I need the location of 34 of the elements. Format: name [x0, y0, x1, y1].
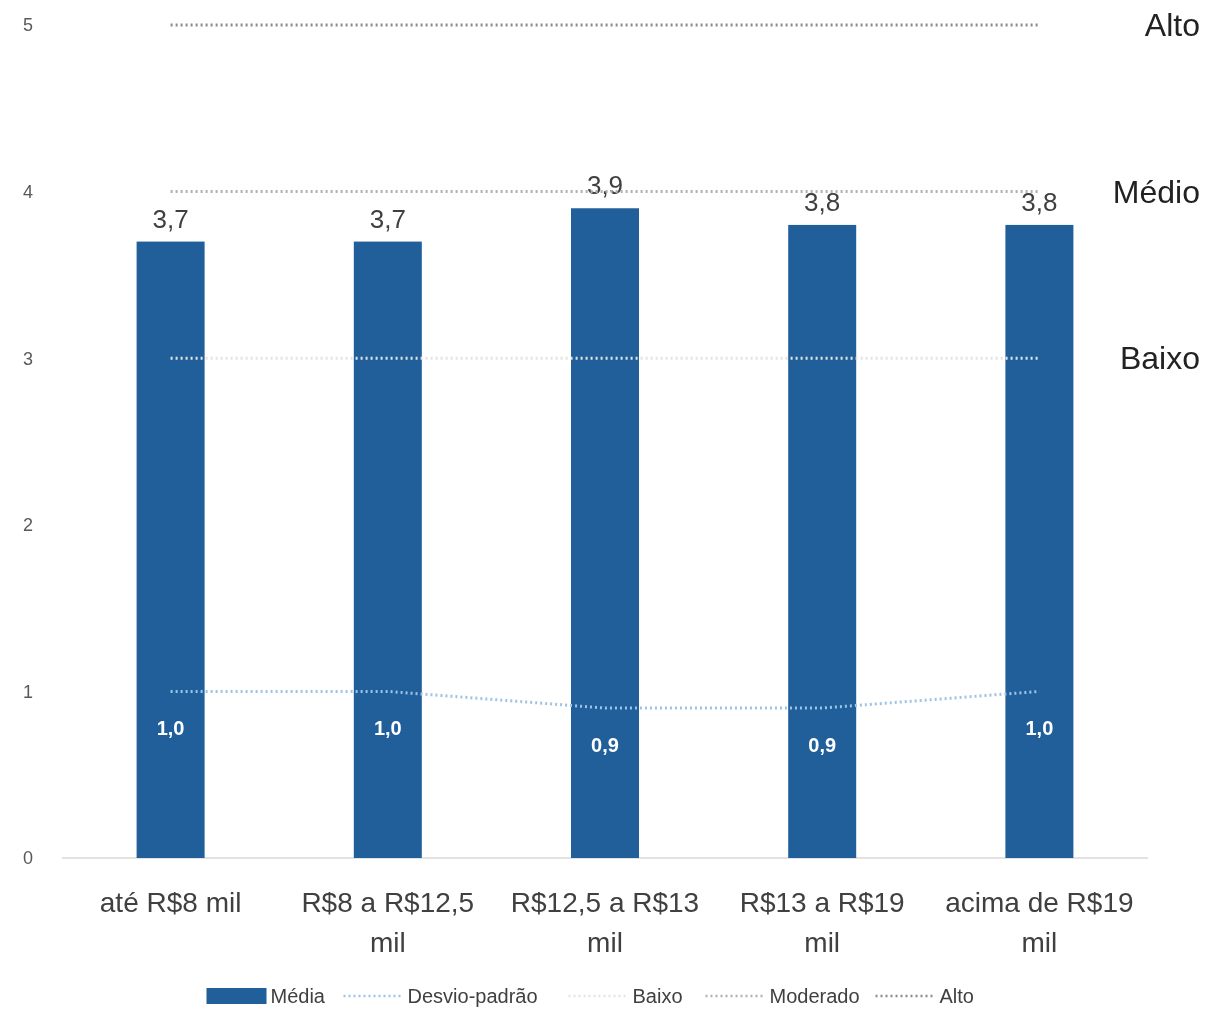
x-tick-label: R$8 a R$12,5 mil — [301, 887, 475, 958]
data-label: 3,7 — [152, 203, 189, 234]
y-tick-label: 0 — [22, 848, 34, 869]
bar — [136, 241, 205, 858]
y-tick-label: 1 — [22, 681, 34, 702]
bar — [1005, 224, 1074, 858]
y-tick-label: 5 — [22, 15, 34, 36]
data-label: 3,7 — [369, 203, 406, 234]
data-label: 3,9 — [586, 170, 624, 201]
data-label: 0,9 — [808, 734, 837, 757]
bar — [353, 241, 422, 858]
annotation: Médio — [1112, 173, 1200, 210]
data-label: 3,8 — [804, 186, 841, 217]
legend-label: Desvio-padrão — [407, 985, 538, 1007]
annotation: Baixo — [1119, 340, 1200, 377]
y-tick-label: 3 — [22, 348, 34, 369]
data-label: 0,9 — [591, 734, 619, 757]
bar — [571, 208, 639, 858]
legend-label: Média — [270, 985, 326, 1007]
legend-label: Moderado — [769, 985, 860, 1007]
legend-label: Baixo — [632, 985, 683, 1007]
y-tick-label: 4 — [22, 181, 34, 202]
data-label: 1,0 — [1025, 717, 1054, 740]
x-tick-label: acima de R$19 mil — [945, 887, 1134, 958]
x-tick-label: R$12,5 a R$13 mil — [510, 887, 700, 958]
data-label: 1,0 — [373, 717, 402, 740]
x-tick-label: até R$8 mil — [99, 887, 242, 918]
annotation: Alto — [1144, 7, 1200, 44]
data-label: 1,0 — [156, 717, 185, 740]
bar — [788, 224, 857, 858]
x-tick-label: R$13 a R$19 mil — [739, 887, 905, 958]
y-tick-label: 2 — [22, 515, 34, 536]
data-label: 3,8 — [1021, 186, 1058, 217]
legend-label: Alto — [939, 985, 974, 1007]
